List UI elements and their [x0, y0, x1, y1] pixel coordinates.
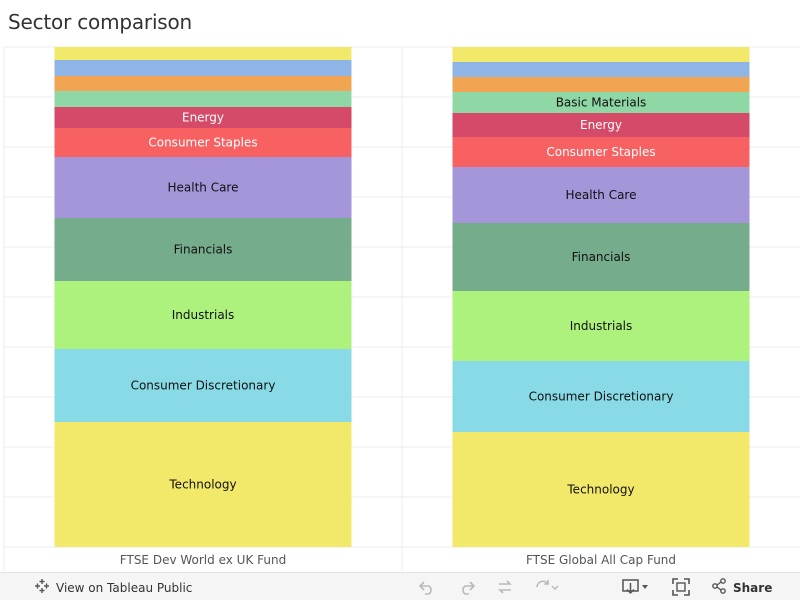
- segment-label: Financials: [174, 243, 233, 257]
- bar-segment: [54, 422, 352, 547]
- share-button[interactable]: Share: [711, 578, 772, 598]
- bar-segment: [54, 60, 352, 76]
- segment-label: Consumer Discretionary: [131, 379, 276, 393]
- segment-label: Basic Materials: [556, 96, 647, 110]
- segment-label: Consumer Discretionary: [529, 390, 674, 404]
- bar-segment: [452, 291, 750, 361]
- share-icon: [711, 578, 727, 598]
- bar-segment: [452, 167, 750, 223]
- bar-segment: [452, 62, 750, 77]
- download-icon[interactable]: [622, 578, 648, 596]
- segment-label: Consumer Staples: [148, 136, 257, 150]
- segment-label: Industrials: [172, 308, 235, 322]
- bar-segment: [452, 137, 750, 167]
- view-on-tableau-label: View on Tableau Public: [56, 581, 193, 595]
- segment-label: Financials: [572, 250, 631, 264]
- segment-label: Health Care: [565, 188, 636, 202]
- bar-segment: [452, 77, 750, 92]
- segment-label: Energy: [182, 111, 224, 125]
- stacked-bar-chart: Technology Consumer Discretionary Industri…: [3, 46, 800, 571]
- bar-segment: [452, 223, 750, 291]
- segment-label: Energy: [580, 118, 622, 132]
- category-label: FTSE Dev World ex UK Fund: [120, 553, 286, 567]
- category-label: FTSE Global All Cap Fund: [526, 553, 676, 567]
- redo-icon[interactable]: [458, 578, 476, 596]
- revert-icon[interactable]: [496, 578, 514, 596]
- bar-segment: [452, 432, 750, 547]
- chart-title: Sector comparison: [8, 10, 193, 34]
- refresh-icon[interactable]: [534, 578, 559, 596]
- bar-segment: [54, 91, 352, 107]
- bar-segment: [452, 92, 750, 113]
- segment-label: Technology: [168, 478, 236, 492]
- bar-segment: [54, 76, 352, 91]
- bar-segment: [54, 157, 352, 218]
- bar-segment: [54, 107, 352, 128]
- bar-segment: [54, 349, 352, 422]
- fullscreen-icon[interactable]: [672, 578, 690, 596]
- bar-segment: [452, 47, 750, 62]
- segment-label: Health Care: [167, 181, 238, 195]
- view-on-tableau-link[interactable]: View on Tableau Public: [34, 578, 192, 598]
- bar-segment: [452, 113, 750, 137]
- segment-label: Industrials: [570, 319, 633, 333]
- undo-icon[interactable]: [418, 578, 436, 596]
- share-label: Share: [733, 581, 773, 595]
- bar-segment: [54, 281, 352, 349]
- bar-segment: [54, 218, 352, 281]
- toolbar: View on Tableau Public Share: [0, 572, 800, 600]
- tableau-icon: [34, 578, 50, 598]
- bar-segment: [452, 361, 750, 432]
- segment-label: Consumer Staples: [546, 145, 655, 159]
- bar-segment: [54, 128, 352, 157]
- segment-label: Technology: [566, 483, 634, 497]
- bar-segment: [54, 47, 352, 60]
